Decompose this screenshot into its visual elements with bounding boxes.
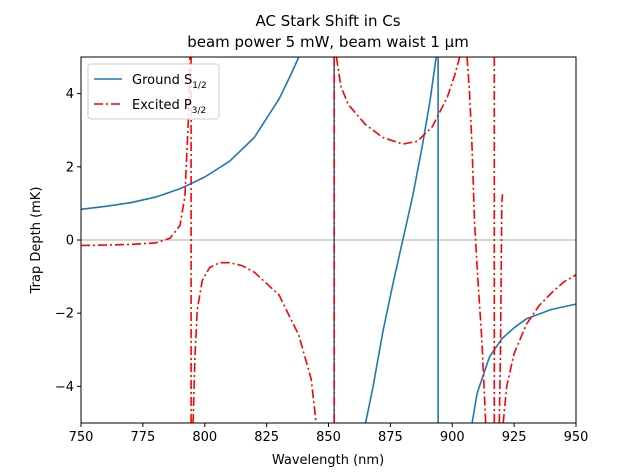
ground-curve-segment [81,57,300,211]
excited-curve-segment [81,57,191,247]
x-tick-label: 775 [130,430,155,445]
legend-box [87,63,220,120]
ground-curve-segment [364,57,437,423]
y-tick-label: −2 [55,307,74,322]
y-tick-label: 0 [66,234,74,249]
x-tick-label: 850 [316,430,341,445]
legend: Ground S1/2 Excited P3/2 [87,63,220,120]
excited-curve-segment [466,57,487,423]
x-tick-label: 875 [378,430,403,445]
y-axis-label: Trap Depth (mK) [29,187,44,295]
legend-label: Excited P3/2 [132,98,206,116]
x-tick-label: 900 [440,430,465,445]
excited-curve-segment [502,274,576,423]
legend-label: Ground S1/2 [132,73,207,91]
chart-title: AC Stark Shift in Cs [255,12,400,30]
y-axis: −4 −2 0 2 4 [55,87,81,395]
x-axis: 750 775 800 825 850 875 900 925 950 [69,423,589,445]
excited-curve-segment [498,194,504,423]
x-tick-label: 800 [192,430,217,445]
x-tick-label: 950 [564,430,589,445]
excited-curve-segment [335,57,461,145]
y-tick-label: 4 [66,87,74,102]
excited-curve-segment [192,261,317,423]
ground-curve-segment [471,303,576,423]
chart-subtitle: beam power 5 mW, beam waist 1 μm [187,33,469,51]
x-tick-label: 925 [502,430,527,445]
x-tick-label: 750 [69,430,94,445]
x-tick-label: 825 [254,430,279,445]
y-tick-label: 2 [66,160,74,175]
series-excited [81,57,576,423]
series-layer [81,57,576,423]
y-tick-label: −4 [55,380,74,395]
x-axis-label: Wavelength (nm) [272,453,384,468]
